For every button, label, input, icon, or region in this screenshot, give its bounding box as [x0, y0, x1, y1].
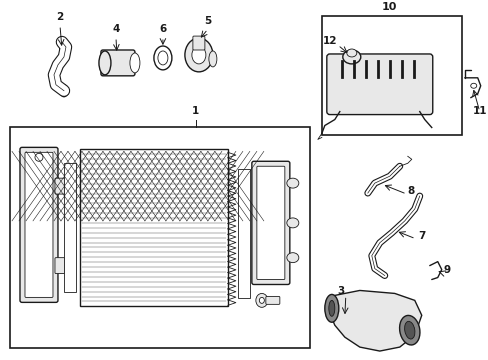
FancyBboxPatch shape [55, 258, 65, 274]
FancyBboxPatch shape [326, 54, 432, 114]
Bar [64, 163, 76, 292]
Ellipse shape [99, 51, 111, 75]
Ellipse shape [286, 178, 298, 188]
Text: 2: 2 [56, 12, 63, 22]
Bar [237, 169, 249, 298]
FancyBboxPatch shape [20, 147, 58, 302]
Ellipse shape [404, 321, 414, 339]
Ellipse shape [324, 294, 338, 322]
Text: 11: 11 [471, 105, 486, 116]
Bar [80, 149, 227, 306]
FancyBboxPatch shape [251, 161, 289, 284]
Ellipse shape [470, 83, 476, 88]
Text: 4: 4 [112, 24, 120, 34]
Ellipse shape [35, 153, 43, 161]
FancyBboxPatch shape [192, 36, 204, 50]
Polygon shape [329, 291, 421, 351]
Text: 10: 10 [381, 2, 397, 12]
Ellipse shape [399, 315, 419, 345]
Text: 3: 3 [337, 287, 344, 296]
Text: 1: 1 [192, 105, 199, 116]
FancyBboxPatch shape [101, 50, 135, 76]
Ellipse shape [130, 53, 140, 73]
Ellipse shape [286, 253, 298, 263]
Ellipse shape [57, 39, 67, 46]
FancyBboxPatch shape [55, 178, 65, 194]
Text: 6: 6 [159, 24, 166, 34]
Ellipse shape [286, 218, 298, 228]
Ellipse shape [184, 38, 212, 72]
Ellipse shape [191, 46, 205, 64]
FancyBboxPatch shape [256, 166, 284, 279]
Ellipse shape [259, 297, 264, 303]
Ellipse shape [255, 293, 267, 307]
Bar [10, 127, 309, 348]
Ellipse shape [328, 300, 334, 316]
Ellipse shape [60, 85, 68, 97]
Ellipse shape [154, 46, 172, 70]
Text: 9: 9 [443, 265, 450, 275]
Ellipse shape [342, 50, 360, 64]
Text: 12: 12 [323, 36, 337, 46]
FancyBboxPatch shape [265, 296, 279, 304]
Text: 8: 8 [407, 186, 414, 196]
Text: 7: 7 [417, 231, 424, 241]
FancyBboxPatch shape [25, 152, 53, 297]
Ellipse shape [346, 49, 356, 57]
Text: 5: 5 [204, 16, 211, 26]
Ellipse shape [158, 51, 167, 65]
Bar [321, 16, 461, 135]
Ellipse shape [208, 51, 217, 67]
